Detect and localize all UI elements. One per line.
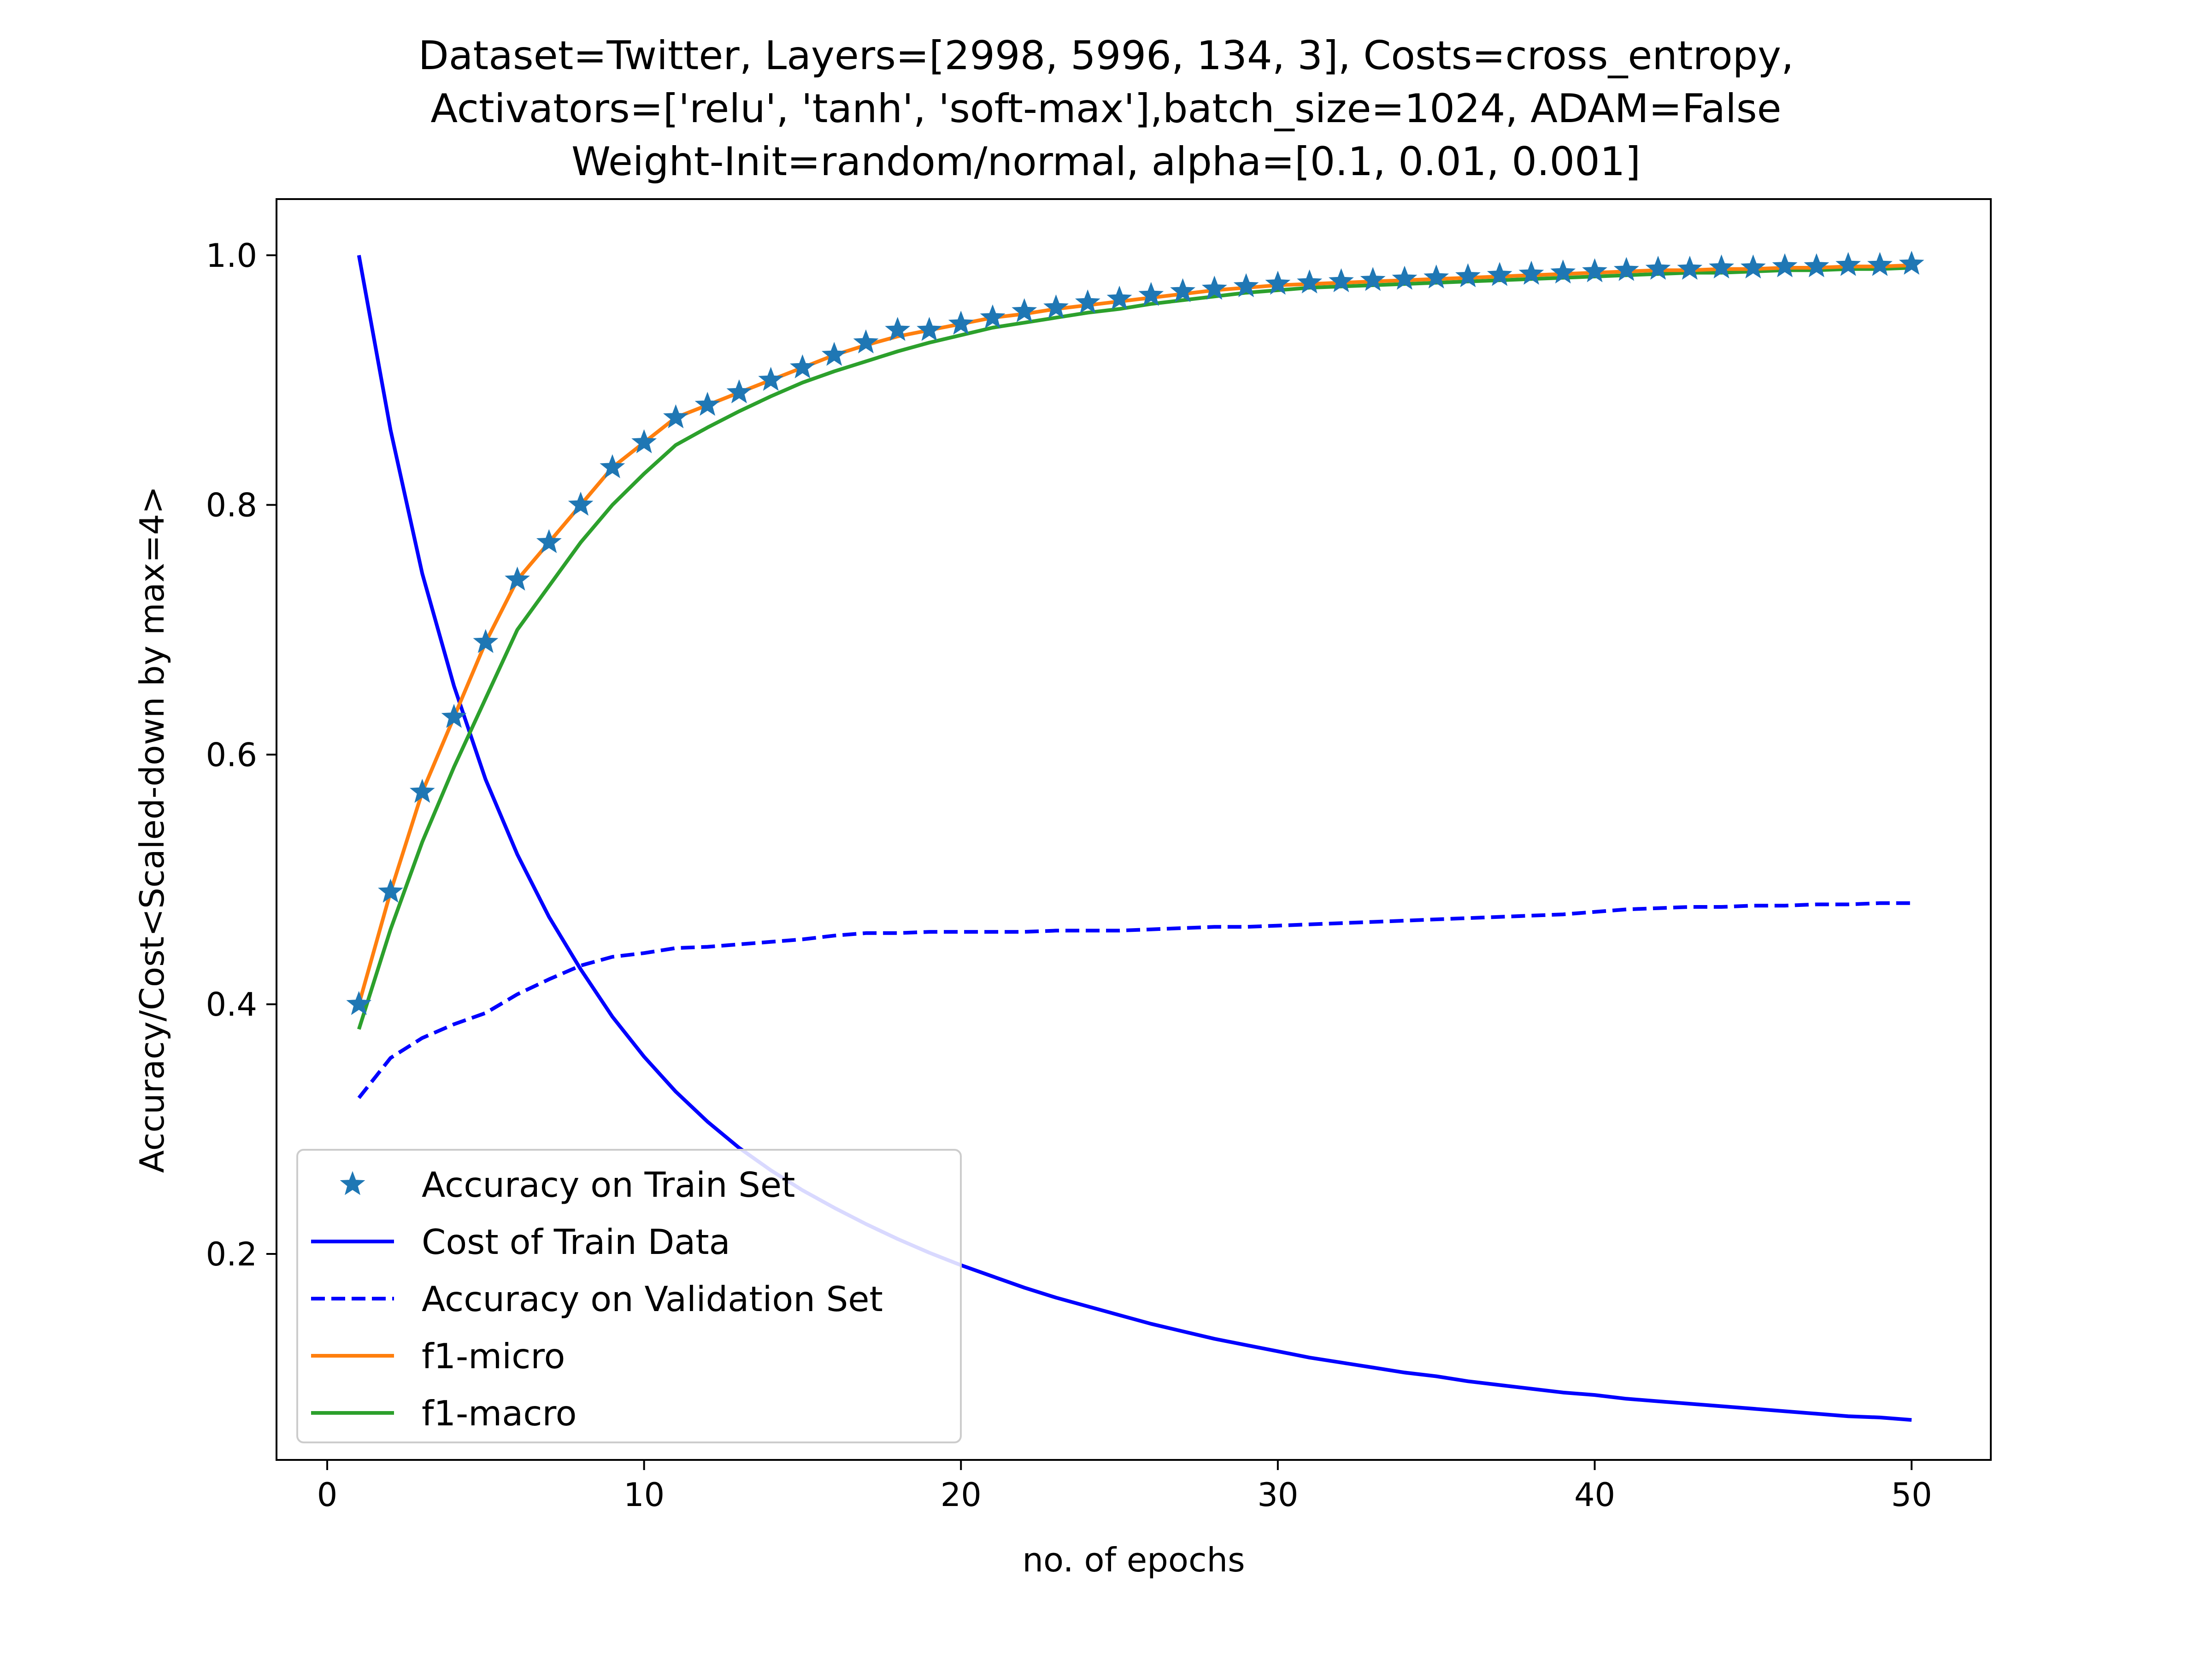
legend-items: Accuracy on Train Set Cost of Train Data A… xyxy=(311,1165,883,1434)
legend-item: Accuracy on Validation Set xyxy=(311,1279,883,1319)
legend-label: Accuracy on Train Set xyxy=(422,1165,795,1205)
data-point-train-accuracy xyxy=(790,354,815,378)
legend-label: f1-macro xyxy=(422,1393,577,1434)
data-point-train-accuracy xyxy=(917,317,942,341)
x-tick-label: 0 xyxy=(317,1476,338,1514)
x-axis-label: no. of epochs xyxy=(1022,1541,1245,1579)
data-point-train-accuracy xyxy=(1297,269,1323,294)
data-point-train-accuracy xyxy=(758,366,784,391)
data-point-train-accuracy xyxy=(473,629,499,653)
data-point-train-accuracy xyxy=(1043,294,1069,318)
legend-item: f1-micro xyxy=(311,1336,565,1377)
legend-swatch-star xyxy=(340,1171,365,1195)
chart-title-line-1: Dataset=Twitter, Layers=[2998, 5996, 134… xyxy=(418,33,1794,79)
data-point-train-accuracy xyxy=(1455,263,1481,288)
y-tick-label: 1.0 xyxy=(206,237,257,275)
data-point-train-accuracy xyxy=(378,878,403,903)
x-tick-label: 10 xyxy=(624,1476,665,1514)
chart-title-line-3: Weight-Init=random/normal, alpha=[0.1, 0… xyxy=(571,139,1641,185)
data-point-train-accuracy xyxy=(600,454,625,478)
x-tick-label: 50 xyxy=(1891,1476,1932,1514)
data-point-train-accuracy xyxy=(1201,276,1227,300)
data-point-train-accuracy xyxy=(1487,262,1512,286)
series-line-accuracy-on-validation-set xyxy=(357,901,1912,1099)
data-point-train-accuracy xyxy=(1012,298,1037,323)
data-point-train-accuracy xyxy=(1518,260,1544,285)
data-point-train-accuracy xyxy=(885,317,911,341)
legend-item: Accuracy on Train Set xyxy=(340,1165,795,1205)
plot-frame xyxy=(276,198,1992,1461)
y-tick-label: 0.8 xyxy=(206,487,257,524)
y-tick-label: 0.6 xyxy=(206,736,257,774)
legend-item: Cost of Train Data xyxy=(311,1222,730,1262)
legend-label: Accuracy on Validation Set xyxy=(422,1279,883,1319)
series-line-cost-of-train-data xyxy=(357,255,1912,1422)
data-point-train-accuracy xyxy=(1106,285,1132,310)
data-point-train-accuracy xyxy=(1740,254,1766,279)
data-point-train-accuracy xyxy=(948,311,974,335)
data-point-train-accuracy xyxy=(1138,282,1164,306)
data-point-train-accuracy xyxy=(1645,255,1671,280)
data-point-train-accuracy xyxy=(1835,252,1861,276)
data-point-train-accuracy xyxy=(1899,251,1924,275)
x-tick-label: 20 xyxy=(941,1476,982,1514)
data-point-train-accuracy xyxy=(1170,278,1195,302)
legend-label: Cost of Train Data xyxy=(422,1222,730,1262)
y-axis-label: Accuracy/Cost<Scaled-down by max=4> xyxy=(133,486,171,1173)
x-tick-label: 40 xyxy=(1574,1476,1615,1514)
data-point-train-accuracy xyxy=(853,329,879,353)
data-point-train-accuracy xyxy=(1613,257,1639,281)
data-point-train-accuracy xyxy=(441,704,467,728)
legend: Accuracy on Train Set Cost of Train Data A… xyxy=(296,1149,962,1443)
legend-item: f1-macro xyxy=(311,1393,577,1434)
data-point-train-accuracy xyxy=(1709,254,1734,279)
x-tick-label: 30 xyxy=(1257,1476,1298,1514)
chart-title: Dataset=Twitter, Layers=[2998, 5996, 134… xyxy=(418,33,1794,185)
data-point-train-accuracy xyxy=(1265,271,1291,295)
y-axis: 0.2 0.4 0.6 0.8 1.0 xyxy=(206,237,276,1273)
data-point-train-accuracy xyxy=(1392,265,1418,290)
data-point-train-accuracy xyxy=(821,341,847,366)
data-point-train-accuracy xyxy=(1360,267,1386,291)
data-point-train-accuracy xyxy=(1075,289,1100,314)
data-point-train-accuracy xyxy=(1329,268,1354,293)
y-tick-label: 0.4 xyxy=(206,986,257,1024)
data-point-train-accuracy xyxy=(1867,252,1893,276)
data-point-train-accuracy xyxy=(568,491,594,516)
legend-box xyxy=(296,1149,962,1443)
data-point-train-accuracy xyxy=(1424,264,1449,288)
legend-label: f1-micro xyxy=(422,1336,565,1377)
x-axis: 0 10 20 30 40 50 xyxy=(317,1460,1932,1514)
series-layer xyxy=(346,251,1924,1422)
y-tick-label: 0.2 xyxy=(206,1235,257,1273)
data-point-train-accuracy xyxy=(505,566,530,591)
data-point-train-accuracy xyxy=(663,404,688,429)
data-point-train-accuracy xyxy=(980,304,1006,329)
data-point-train-accuracy xyxy=(409,778,435,803)
data-point-train-accuracy xyxy=(536,529,562,553)
data-point-train-accuracy xyxy=(631,429,657,453)
data-point-train-accuracy xyxy=(726,379,752,404)
data-point-train-accuracy xyxy=(1582,258,1607,282)
chart-title-line-2: Activators=['relu', 'tanh', 'soft-max'],… xyxy=(430,86,1781,132)
plot-area xyxy=(276,198,1992,1461)
data-point-train-accuracy xyxy=(1772,253,1798,277)
data-point-train-accuracy xyxy=(346,991,372,1015)
data-point-train-accuracy xyxy=(1677,255,1703,280)
data-point-train-accuracy xyxy=(1804,253,1830,277)
series-accuracy-on-train-set xyxy=(346,251,1924,1015)
data-point-train-accuracy xyxy=(1550,259,1576,284)
data-point-train-accuracy xyxy=(1233,273,1259,297)
data-point-train-accuracy xyxy=(694,392,720,416)
